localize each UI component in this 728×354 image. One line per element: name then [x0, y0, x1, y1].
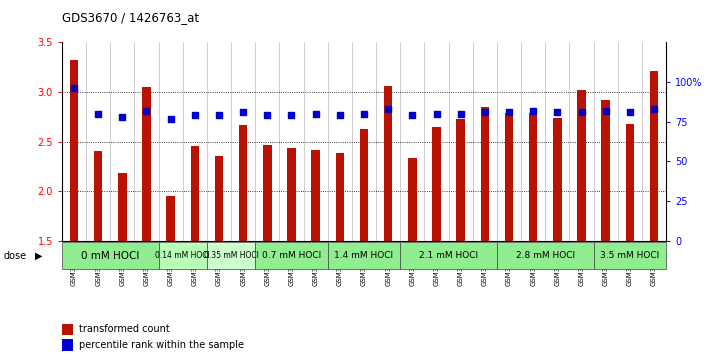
Bar: [118, 173, 127, 241]
Point: [213, 113, 225, 118]
Point: [406, 113, 418, 118]
Point: [92, 111, 104, 117]
Bar: [408, 159, 416, 241]
Bar: [505, 113, 513, 241]
Bar: [577, 90, 586, 241]
Bar: [480, 107, 489, 241]
Point: [285, 113, 297, 118]
Text: 0.35 mM HOCl: 0.35 mM HOCl: [204, 251, 258, 260]
Text: 0.14 mM HOCl: 0.14 mM HOCl: [155, 251, 210, 260]
Bar: [529, 113, 537, 241]
Point: [334, 113, 346, 118]
Bar: [70, 60, 78, 241]
Point: [165, 116, 176, 121]
Bar: [400, 242, 497, 269]
Bar: [191, 145, 199, 241]
Point: [576, 109, 587, 115]
Bar: [62, 339, 73, 350]
Bar: [62, 242, 159, 269]
Point: [624, 109, 636, 115]
Bar: [593, 242, 666, 269]
Point: [600, 108, 612, 114]
Point: [503, 109, 515, 115]
Bar: [360, 129, 368, 241]
Text: dose: dose: [4, 251, 27, 261]
Bar: [625, 124, 634, 241]
Point: [552, 109, 563, 115]
Point: [141, 108, 152, 114]
Bar: [650, 71, 658, 241]
Point: [68, 86, 80, 91]
Bar: [263, 144, 272, 241]
Point: [237, 109, 249, 115]
Bar: [207, 242, 256, 269]
Point: [479, 109, 491, 115]
Text: 1.4 mM HOCl: 1.4 mM HOCl: [334, 251, 394, 260]
Bar: [62, 324, 73, 335]
Text: 0 mM HOCl: 0 mM HOCl: [81, 251, 139, 261]
Bar: [239, 125, 248, 241]
Text: 2.8 mM HOCl: 2.8 mM HOCl: [515, 251, 575, 260]
Bar: [159, 242, 207, 269]
Bar: [167, 196, 175, 241]
Text: transformed count: transformed count: [79, 324, 170, 334]
Bar: [142, 87, 151, 241]
Bar: [601, 100, 610, 241]
Point: [382, 106, 394, 112]
Point: [431, 111, 443, 117]
Point: [116, 114, 128, 120]
Point: [358, 111, 370, 117]
Bar: [288, 148, 296, 241]
Point: [527, 108, 539, 114]
Point: [648, 106, 660, 112]
Bar: [215, 156, 223, 241]
Point: [310, 111, 322, 117]
Bar: [94, 150, 103, 241]
Text: 3.5 mM HOCl: 3.5 mM HOCl: [601, 251, 660, 260]
Point: [455, 111, 467, 117]
Text: GDS3670 / 1426763_at: GDS3670 / 1426763_at: [62, 11, 199, 24]
Bar: [328, 242, 400, 269]
Bar: [256, 242, 328, 269]
Bar: [432, 127, 440, 241]
Bar: [336, 153, 344, 241]
Bar: [497, 242, 593, 269]
Text: percentile rank within the sample: percentile rank within the sample: [79, 340, 244, 350]
Bar: [384, 86, 392, 241]
Bar: [456, 119, 465, 241]
Text: 0.7 mM HOCl: 0.7 mM HOCl: [262, 251, 321, 260]
Text: ▶: ▶: [35, 251, 42, 261]
Bar: [553, 118, 561, 241]
Point: [261, 113, 273, 118]
Text: 2.1 mM HOCl: 2.1 mM HOCl: [419, 251, 478, 260]
Point: [189, 113, 201, 118]
Bar: [312, 149, 320, 241]
